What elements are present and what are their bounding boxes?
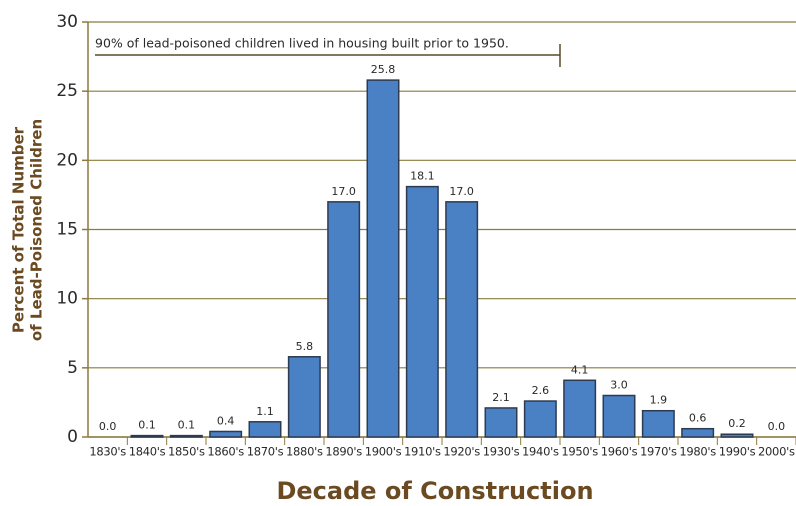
bar bbox=[169, 434, 203, 438]
x-tick-label: 1920's bbox=[443, 445, 480, 459]
bar bbox=[445, 201, 479, 438]
x-tick-label: 1970's bbox=[640, 445, 677, 459]
bar bbox=[405, 185, 439, 438]
bar bbox=[484, 407, 518, 438]
y-tick-label: 30 bbox=[56, 12, 78, 32]
value-label: 1.1 bbox=[256, 405, 274, 418]
y-axis-label: Percent of Total Number bbox=[10, 126, 28, 333]
x-tick-label: 1890's bbox=[325, 445, 362, 459]
bar bbox=[327, 201, 361, 438]
y-axis-label: of Lead-Poisoned Children bbox=[28, 119, 46, 341]
value-label: 17.0 bbox=[449, 185, 474, 198]
value-label: 17.0 bbox=[331, 185, 356, 198]
value-label: 25.8 bbox=[371, 63, 396, 76]
bar bbox=[366, 79, 400, 438]
value-label: 0.4 bbox=[217, 414, 235, 427]
value-label: 3.0 bbox=[610, 379, 628, 392]
value-label: 0.6 bbox=[689, 412, 707, 425]
x-tick-label: 1830's bbox=[89, 445, 126, 459]
x-tick-label: 1910's bbox=[404, 445, 441, 459]
value-label: 5.8 bbox=[296, 340, 314, 353]
bar bbox=[563, 379, 597, 438]
x-tick-label: 1950's bbox=[561, 445, 598, 459]
value-label: 18.1 bbox=[410, 170, 435, 183]
x-tick-label: 1960's bbox=[601, 445, 638, 459]
bar bbox=[248, 421, 282, 438]
y-tick-label: 5 bbox=[67, 358, 78, 378]
x-tick-label: 1900's bbox=[365, 445, 402, 459]
x-tick-label: 1870's bbox=[247, 445, 284, 459]
bar bbox=[681, 427, 715, 438]
bar bbox=[720, 433, 754, 438]
value-label: 2.1 bbox=[492, 391, 510, 404]
value-label: 0.1 bbox=[178, 419, 196, 432]
value-label: 2.6 bbox=[532, 384, 550, 397]
bar bbox=[130, 434, 164, 438]
value-label: 0.1 bbox=[138, 419, 156, 432]
x-axis-label: Decade of Construction bbox=[276, 477, 593, 505]
x-tick-label: 1990's bbox=[719, 445, 756, 459]
x-tick-label: 1840's bbox=[129, 445, 166, 459]
value-label: 1.9 bbox=[650, 394, 668, 407]
value-label: 0.0 bbox=[99, 420, 117, 433]
value-label: 0.0 bbox=[768, 420, 786, 433]
y-tick-label: 15 bbox=[56, 220, 78, 240]
y-tick-label: 20 bbox=[56, 150, 78, 170]
y-tick-label: 10 bbox=[56, 289, 78, 309]
annotation: 90% of lead-poisoned children lived in h… bbox=[95, 36, 509, 51]
x-tick-label: 1860's bbox=[207, 445, 244, 459]
bar bbox=[602, 394, 636, 438]
value-label: 4.1 bbox=[571, 363, 589, 376]
bar bbox=[641, 409, 675, 438]
x-tick-label: 1980's bbox=[679, 445, 716, 459]
x-tick-label: 1940's bbox=[522, 445, 559, 459]
bar bbox=[209, 430, 243, 438]
bar bbox=[287, 356, 321, 438]
y-tick-label: 0 bbox=[67, 427, 78, 447]
x-tick-label: 1850's bbox=[168, 445, 205, 459]
x-tick-label: 2000's bbox=[758, 445, 795, 459]
value-label: 0.2 bbox=[728, 417, 746, 430]
x-tick-label: 1930's bbox=[483, 445, 520, 459]
bar bbox=[523, 400, 557, 438]
y-tick-label: 25 bbox=[56, 81, 78, 101]
x-tick-label: 1880's bbox=[286, 445, 323, 459]
